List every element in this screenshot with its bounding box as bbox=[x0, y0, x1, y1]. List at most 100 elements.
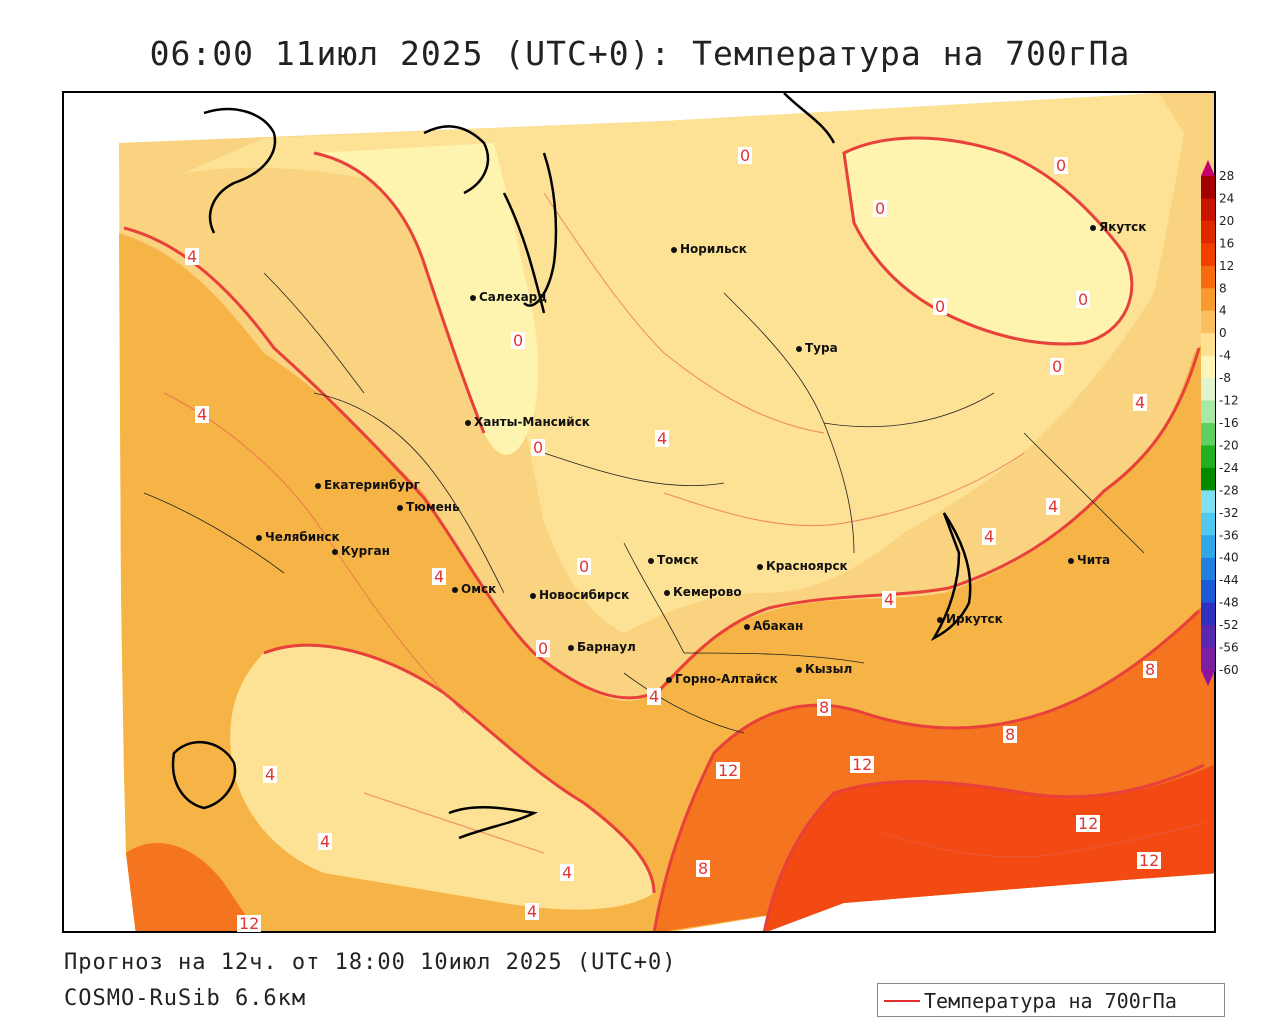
city-dot bbox=[671, 246, 677, 253]
contour-label: 4 bbox=[195, 405, 210, 424]
city-dot bbox=[397, 504, 403, 511]
city-krasnoyarsk: Красноярск bbox=[757, 559, 848, 573]
contour-label: 12 bbox=[1076, 814, 1101, 833]
contour-label: 12 bbox=[850, 755, 875, 774]
temperature-colorbar: 28 24 20 16 12 8 4 0 -4 -8 -12 -16 -20 -24 -28 -32 -36 -4… bbox=[1199, 158, 1259, 688]
city-dot bbox=[1090, 224, 1096, 231]
map-title: 06:00 11июл 2025 (UTC+0): Температура на… bbox=[149, 34, 1131, 73]
zone-12-plus-southeast bbox=[764, 765, 1214, 931]
city-dot bbox=[452, 586, 458, 593]
city-khanty-mansiysk: Ханты-Мансийск bbox=[465, 415, 590, 429]
colorbar-segment bbox=[1201, 355, 1215, 379]
colorbar-segment bbox=[1201, 243, 1215, 267]
contour-label: 0 bbox=[738, 146, 753, 165]
city-abakan: Абакан bbox=[744, 619, 803, 633]
contour-label: 0 bbox=[933, 297, 948, 316]
colorbar-tick-label: -4 bbox=[1219, 349, 1231, 363]
city-salekhard: Салехард bbox=[470, 290, 547, 304]
colorbar-segment bbox=[1201, 647, 1215, 671]
city-tura: Тура bbox=[796, 341, 838, 355]
contour-label: 4 bbox=[647, 687, 662, 706]
colorbar-tick-label: -28 bbox=[1219, 483, 1239, 497]
colorbar-segment bbox=[1201, 467, 1215, 491]
contour-label: 12 bbox=[1137, 851, 1162, 870]
colorbar-segment bbox=[1201, 310, 1215, 334]
contour-label: 4 bbox=[318, 832, 333, 851]
contour-label: 12 bbox=[716, 761, 741, 780]
colorbar-tick-label: -36 bbox=[1219, 528, 1239, 542]
contour-label: 4 bbox=[882, 590, 897, 609]
contour-label: 8 bbox=[1003, 725, 1018, 744]
colorbar-graphic: 28 24 20 16 12 8 4 0 -4 -8 -12 -16 -20 -24 -28 -32 -36 -4… bbox=[1201, 160, 1239, 686]
contour-label: 0 bbox=[1050, 357, 1065, 376]
model-name: COSMO-RuSib 6.6км bbox=[64, 986, 307, 1011]
city-kemerovo: Кемерово bbox=[664, 585, 742, 599]
contour-label: 4 bbox=[1133, 393, 1148, 412]
legend-box: Температура на 700гПа bbox=[877, 983, 1225, 1017]
city-dot bbox=[332, 548, 338, 555]
city-yekaterinburg: Екатеринбург bbox=[315, 478, 420, 492]
colorbar-tick-label: 24 bbox=[1219, 191, 1234, 205]
contour-label: 0 bbox=[511, 331, 526, 350]
contour-label: 4 bbox=[432, 567, 447, 586]
colorbar-tick-label: 8 bbox=[1219, 281, 1227, 295]
colorbar-segment bbox=[1201, 288, 1215, 312]
city-dot bbox=[937, 616, 943, 623]
city-tyumen: Тюмень bbox=[397, 500, 460, 514]
city-chita: Чита bbox=[1068, 553, 1110, 567]
colorbar-segment bbox=[1201, 198, 1215, 222]
city-dot bbox=[796, 345, 802, 352]
contour-label: 4 bbox=[525, 902, 540, 921]
city-dot bbox=[568, 644, 574, 651]
city-dot bbox=[744, 623, 750, 630]
contour-label: 8 bbox=[696, 859, 711, 878]
contour-label: 4 bbox=[1046, 497, 1061, 516]
city-dot bbox=[757, 563, 763, 570]
contour-label: 0 bbox=[1054, 156, 1069, 175]
colorbar-segment bbox=[1201, 176, 1215, 199]
colorbar-tick-label: 0 bbox=[1219, 326, 1227, 340]
colorbar-tick-label: -16 bbox=[1219, 416, 1239, 430]
city-kurgan: Курган bbox=[332, 544, 390, 558]
city-kyzyl: Кызыл bbox=[796, 662, 852, 676]
colorbar-tick-label: 16 bbox=[1219, 236, 1234, 250]
city-barnaul: Барнаул bbox=[568, 640, 636, 654]
city-dot bbox=[256, 534, 262, 541]
colorbar-tick-label: -60 bbox=[1219, 663, 1239, 677]
city-dot bbox=[315, 482, 321, 489]
city-dot bbox=[664, 589, 670, 596]
contour-label: 4 bbox=[560, 863, 575, 882]
isolines-minor bbox=[163, 192, 1205, 858]
colorbar-tick-label: -40 bbox=[1219, 551, 1239, 565]
contour-label: 0 bbox=[536, 639, 551, 658]
map-area bbox=[62, 91, 1216, 933]
colorbar-tick-label: -24 bbox=[1219, 461, 1239, 475]
colorbar-tick-label: -20 bbox=[1219, 438, 1239, 452]
colorbar-tick-label: -8 bbox=[1219, 371, 1231, 385]
colorbar-tick-label: -44 bbox=[1219, 573, 1239, 587]
colorbar-segment bbox=[1201, 580, 1215, 604]
coastlines bbox=[171, 93, 972, 840]
contour-label: 0 bbox=[531, 438, 546, 457]
contour-label: 0 bbox=[873, 199, 888, 218]
colorbar-tick-label: -48 bbox=[1219, 596, 1239, 610]
colorbar-segment bbox=[1201, 400, 1215, 424]
colorbar-segment bbox=[1201, 557, 1215, 581]
colorbar-segment bbox=[1201, 535, 1215, 559]
contour-label: 4 bbox=[263, 765, 278, 784]
legend-line-swatch bbox=[884, 1000, 920, 1002]
zone-8-12-southwest bbox=[126, 843, 260, 931]
colorbar-tick-label: 12 bbox=[1219, 259, 1234, 273]
temperature-field bbox=[119, 93, 1214, 931]
colorbar-segment bbox=[1201, 602, 1215, 626]
contour-label: 4 bbox=[982, 527, 997, 546]
contour-label: 8 bbox=[1143, 660, 1158, 679]
colorbar-tick-label: -32 bbox=[1219, 506, 1239, 520]
colorbar-segment bbox=[1201, 220, 1215, 244]
city-dot bbox=[465, 419, 471, 426]
contour-label: 4 bbox=[655, 429, 670, 448]
contour-label: 0 bbox=[1076, 290, 1091, 309]
city-dot bbox=[666, 676, 672, 683]
colorbar-tick-label: -12 bbox=[1219, 394, 1239, 408]
colorbar-segment bbox=[1201, 333, 1215, 357]
